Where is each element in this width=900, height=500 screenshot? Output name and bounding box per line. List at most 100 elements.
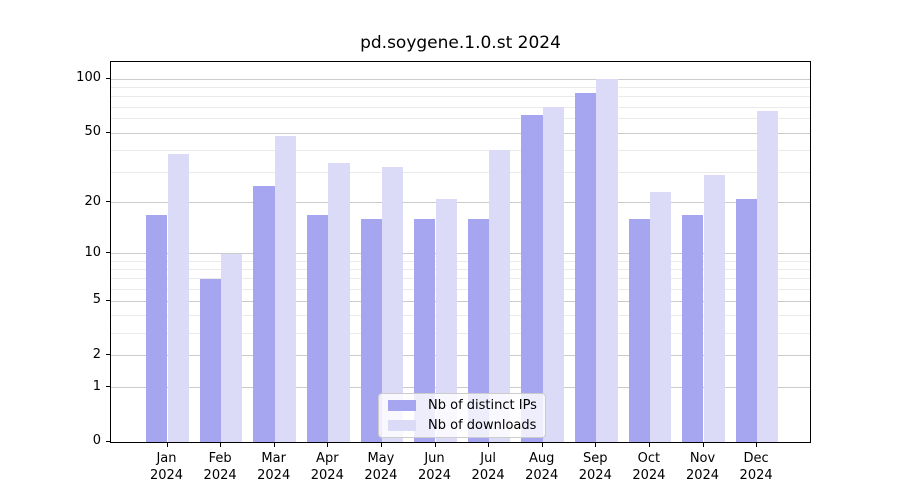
legend: Nb of distinct IPs Nb of downloads bbox=[378, 393, 546, 438]
gridline-minor bbox=[111, 332, 810, 334]
x-tick-year: 2024 bbox=[417, 468, 452, 483]
y-axis-tick-label: 20 bbox=[84, 193, 101, 209]
gridline-minor bbox=[111, 87, 810, 89]
x-tick-month: Jan bbox=[156, 451, 177, 466]
x-tick-year: 2024 bbox=[685, 468, 720, 483]
x-axis-tick-label: Feb 2024 bbox=[188, 450, 252, 484]
x-axis-tick-label: Oct 2024 bbox=[617, 450, 681, 484]
bar-distinct-ips-apr bbox=[306, 214, 329, 442]
gridline-minor bbox=[111, 96, 810, 98]
y-axis-tick-mark bbox=[106, 354, 110, 356]
y-axis-tick-mark bbox=[106, 77, 110, 79]
gridline-minor bbox=[111, 118, 810, 120]
x-axis-tick-label: Mar 2024 bbox=[242, 450, 306, 484]
bar-distinct-ips-feb bbox=[199, 278, 222, 442]
x-tick-year: 2024 bbox=[471, 468, 505, 483]
y-axis-tick-label: 2 bbox=[92, 346, 101, 362]
legend-label-distinct-ips: Nb of distinct IPs bbox=[428, 398, 537, 413]
x-axis-tick-mark bbox=[434, 443, 436, 447]
bar-downloads-apr bbox=[328, 162, 350, 442]
x-tick-month: Apr bbox=[316, 451, 339, 466]
x-tick-month: Oct bbox=[637, 451, 661, 466]
bar-distinct-ips-jul bbox=[467, 219, 490, 442]
bar-downloads-jul bbox=[489, 150, 511, 442]
bar-distinct-ips-jun bbox=[414, 219, 436, 442]
x-axis-tick-label: Jul 2024 bbox=[456, 450, 520, 484]
gridline-minor bbox=[111, 288, 810, 290]
x-tick-month: Dec bbox=[743, 451, 769, 466]
x-tick-year: 2024 bbox=[632, 468, 666, 483]
gridline-major bbox=[111, 202, 810, 204]
x-axis-tick-mark bbox=[702, 443, 704, 447]
y-axis-tick-mark bbox=[106, 131, 110, 133]
gridline-minor bbox=[111, 268, 810, 270]
x-tick-year: 2024 bbox=[149, 468, 184, 483]
x-axis-tick-label: Aug 2024 bbox=[510, 450, 574, 484]
bar-downloads-jan bbox=[167, 154, 189, 442]
x-tick-year: 2024 bbox=[257, 468, 291, 483]
bar-distinct-ips-sep bbox=[574, 92, 597, 442]
x-axis-tick-mark bbox=[273, 443, 275, 447]
bar-downloads-aug bbox=[542, 107, 565, 442]
x-axis-tick-mark bbox=[541, 443, 543, 447]
x-tick-month: Mar bbox=[261, 451, 286, 466]
x-tick-month: Sep bbox=[583, 451, 608, 466]
x-tick-month: May bbox=[367, 451, 395, 466]
gridline-major bbox=[111, 387, 810, 389]
x-axis-tick-mark bbox=[220, 443, 222, 447]
gridline-minor bbox=[111, 106, 810, 108]
x-axis-tick-mark bbox=[488, 443, 490, 447]
gridline-minor bbox=[111, 315, 810, 317]
x-axis-tick-label: May 2024 bbox=[349, 450, 413, 484]
x-tick-year: 2024 bbox=[364, 468, 398, 483]
legend-label-downloads: Nb of downloads bbox=[428, 418, 537, 433]
bar-downloads-jun bbox=[435, 199, 457, 442]
grid-layer bbox=[111, 62, 810, 442]
bar-distinct-ips-may bbox=[360, 219, 382, 442]
x-axis-tick-mark bbox=[327, 443, 329, 447]
legend-item-distinct-ips: Nb of distinct IPs bbox=[388, 398, 537, 413]
bar-distinct-ips-oct bbox=[628, 219, 650, 442]
x-axis-tick-label: Nov 2024 bbox=[671, 450, 735, 484]
x-tick-year: 2024 bbox=[203, 468, 237, 483]
bar-downloads-oct bbox=[649, 192, 672, 442]
x-axis-tick-mark bbox=[380, 443, 382, 447]
legend-swatch-distinct-ips bbox=[388, 400, 416, 411]
gridline-major bbox=[111, 132, 810, 134]
gridline-major bbox=[111, 355, 810, 357]
bar-downloads-sep bbox=[596, 79, 618, 442]
bar-downloads-dec bbox=[757, 110, 779, 442]
x-tick-month: Nov bbox=[689, 451, 716, 466]
bar-distinct-ips-nov bbox=[682, 214, 704, 442]
x-axis-tick-mark bbox=[756, 443, 758, 447]
y-axis-tick-label: 100 bbox=[76, 70, 101, 86]
bar-distinct-ips-mar bbox=[253, 186, 275, 442]
x-axis-tick-label: Sep 2024 bbox=[563, 450, 627, 484]
gridline-minor bbox=[111, 278, 810, 280]
x-axis-tick-label: Jan 2024 bbox=[135, 450, 199, 484]
legend-swatch-downloads bbox=[388, 420, 416, 431]
y-axis-tick-mark bbox=[106, 299, 110, 301]
bar-distinct-ips-dec bbox=[735, 199, 758, 442]
y-axis-tick-mark bbox=[106, 440, 110, 442]
bar-downloads-feb bbox=[221, 253, 243, 442]
gridline-minor bbox=[111, 171, 810, 173]
x-tick-year: 2024 bbox=[739, 468, 773, 483]
gridline-minor bbox=[111, 149, 810, 151]
bar-distinct-ips-jan bbox=[146, 214, 168, 442]
y-axis-tick-label: 10 bbox=[84, 244, 101, 260]
x-axis-tick-mark bbox=[166, 443, 168, 447]
y-axis-tick-mark bbox=[106, 252, 110, 254]
gridline-major bbox=[111, 253, 810, 255]
x-tick-year: 2024 bbox=[310, 468, 344, 483]
x-axis-tick-mark bbox=[595, 443, 597, 447]
gridline-minor bbox=[111, 260, 810, 262]
x-axis-tick-label: Dec 2024 bbox=[724, 450, 788, 484]
x-tick-year: 2024 bbox=[525, 468, 559, 483]
x-tick-month: Jul bbox=[480, 451, 496, 466]
x-axis-tick-label: Apr 2024 bbox=[295, 450, 359, 484]
bar-layer bbox=[111, 62, 810, 442]
bar-distinct-ips-aug bbox=[521, 115, 543, 442]
plot-area: Nb of distinct IPs Nb of downloads bbox=[110, 61, 811, 443]
